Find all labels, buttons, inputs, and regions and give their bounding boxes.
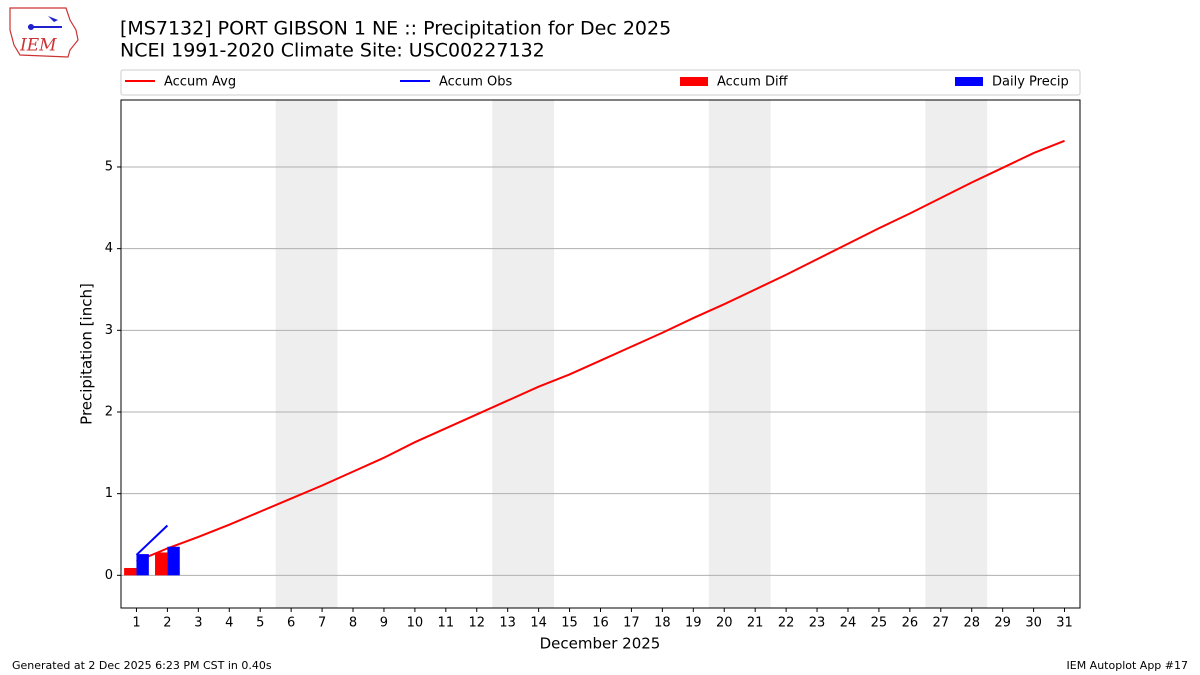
legend-label: Accum Diff <box>717 75 789 90</box>
weekend-shade <box>275 100 338 608</box>
x-tick-label: 25 <box>871 616 888 631</box>
legend-swatch <box>955 77 983 86</box>
x-tick-label: 31 <box>1056 616 1073 631</box>
x-tick-label: 22 <box>778 616 795 631</box>
data-line <box>135 524 169 556</box>
footer-left: Generated at 2 Dec 2025 6:23 PM CST in 0… <box>12 659 272 672</box>
legend-label: Daily Precip <box>992 75 1069 90</box>
logo-flag <box>48 16 58 22</box>
weekend-shade <box>925 100 988 608</box>
data-line <box>136 139 1065 563</box>
x-tick-label: 12 <box>468 616 485 631</box>
x-axis-label: December 2025 <box>540 635 661 653</box>
x-tick-label: 1 <box>132 616 140 631</box>
plot-frame <box>120 99 1081 609</box>
bar <box>167 546 180 576</box>
legend-swatch <box>680 77 708 86</box>
y-tick-label: 5 <box>105 159 113 174</box>
x-tick-label: 17 <box>623 616 640 631</box>
y-tick-label: 2 <box>105 404 113 419</box>
x-tick-label: 18 <box>654 616 671 631</box>
y-tick-label: 3 <box>105 323 113 338</box>
x-tick-label: 2 <box>163 616 171 631</box>
x-tick-label: 15 <box>561 616 578 631</box>
footer-right: IEM Autoplot App #17 <box>1067 659 1189 672</box>
x-tick-label: 4 <box>225 616 233 631</box>
x-tick-label: 14 <box>530 616 547 631</box>
weekend-shade <box>708 100 771 608</box>
x-tick-label: 11 <box>438 616 455 631</box>
legend-label: Accum Obs <box>439 75 512 90</box>
x-tick-label: 27 <box>933 616 950 631</box>
weekend-shade <box>492 100 555 608</box>
y-tick-label: 4 <box>105 241 113 256</box>
x-tick-label: 21 <box>747 616 764 631</box>
x-tick-label: 28 <box>963 616 980 631</box>
x-tick-label: 3 <box>194 616 202 631</box>
x-tick-label: 23 <box>809 616 826 631</box>
bar <box>136 554 149 576</box>
x-tick-label: 5 <box>256 616 264 631</box>
chart-subtitle: NCEI 1991-2020 Climate Site: USC00227132 <box>120 40 545 62</box>
bar <box>124 567 137 576</box>
x-tick-label: 29 <box>994 616 1011 631</box>
chart-title: [MS7132] PORT GIBSON 1 NE :: Precipitati… <box>120 18 671 40</box>
y-axis-label: Precipitation [inch] <box>78 283 96 425</box>
y-tick-label: 1 <box>105 486 113 501</box>
x-tick-label: 10 <box>407 616 424 631</box>
logo-text: IEM <box>19 36 57 56</box>
x-tick-label: 30 <box>1025 616 1042 631</box>
legend-box <box>120 69 1081 96</box>
bar <box>155 552 168 576</box>
x-tick-label: 13 <box>499 616 516 631</box>
x-tick-label: 7 <box>318 616 326 631</box>
x-tick-label: 9 <box>380 616 388 631</box>
logo: IEM <box>9 7 79 58</box>
x-tick-label: 19 <box>685 616 702 631</box>
x-tick-label: 6 <box>287 616 295 631</box>
x-tick-label: 26 <box>902 616 919 631</box>
x-tick-label: 8 <box>349 616 357 631</box>
x-tick-label: 20 <box>716 616 733 631</box>
logo-dot <box>28 24 34 30</box>
legend-label: Accum Avg <box>164 75 236 90</box>
x-tick-label: 16 <box>592 616 609 631</box>
x-tick-label: 24 <box>840 616 857 631</box>
y-tick-label: 0 <box>105 568 113 583</box>
logo-outline <box>9 7 79 58</box>
